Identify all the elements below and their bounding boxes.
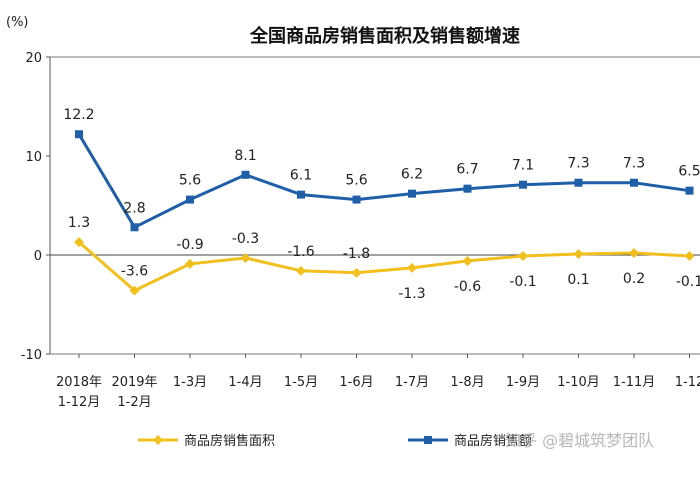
chart-title: 全国商品房销售面积及销售额增速 <box>249 25 520 47</box>
x-tick-label: 1-12月 <box>58 395 101 410</box>
data-label-area: -0.9 <box>176 237 203 253</box>
data-label-area: 1.3 <box>68 215 90 231</box>
data-label-sales: 8.1 <box>234 148 256 164</box>
x-tick-label: 1-5月 <box>284 375 318 390</box>
watermark-text: 知乎 @碧城筑梦团队 <box>505 431 654 450</box>
y-tick-label: 0 <box>34 249 42 264</box>
x-tick-label: 1-4月 <box>228 375 262 390</box>
data-label-area: -0.6 <box>454 279 481 295</box>
x-tick-label: 1-12 <box>675 375 700 390</box>
data-point-sales <box>630 178 638 187</box>
data-label-sales: 5.6 <box>345 173 367 189</box>
legend-label-area: 商品房销售面积 <box>184 433 275 449</box>
series-line-sales <box>77 133 690 229</box>
y-tick-label: 20 <box>25 51 42 66</box>
x-tick-label: 1-2月 <box>117 395 151 410</box>
x-tick-label: 1-3月 <box>173 375 207 390</box>
data-label-area: -1.6 <box>287 244 314 260</box>
data-point-sales <box>297 190 305 199</box>
data-point-area <box>129 285 140 296</box>
data-point-area <box>684 250 695 261</box>
data-point-sales <box>130 223 139 232</box>
x-tick-label: 1-8月 <box>450 375 484 390</box>
data-point-sales <box>463 184 472 193</box>
data-point-sales <box>519 180 527 189</box>
data-point-area <box>240 252 251 263</box>
legend-item-area: 商品房销售面积 <box>138 433 275 449</box>
x-tick-label: 1-11月 <box>613 375 656 390</box>
data-point-area <box>74 237 84 248</box>
data-label-area: 0.1 <box>567 272 589 288</box>
legend-marker-area <box>153 435 163 445</box>
x-tick-label: 1-9月 <box>506 375 540 390</box>
series-layer: 1.3 -3.6 -0.9 -0.3 -1.6 -1.8 -1.3 -0.6 -0.1 0.1 0.… <box>63 107 700 302</box>
data-label-sales: 12.2 <box>63 107 94 123</box>
data-point-sales <box>241 170 250 179</box>
y-tick-label: 10 <box>25 150 42 165</box>
series-line-area <box>78 240 690 293</box>
data-point-area <box>407 262 417 273</box>
series-sales: 12.2 2.8 5.6 8.1 6.1 5.6 6.2 6.7 7.1 7.3 7.3 6.5 <box>63 107 700 232</box>
x-tick-label: 2018年 <box>56 375 102 390</box>
data-label-area: -0.1 <box>509 274 536 290</box>
x-tick-label: 1-7月 <box>395 375 429 390</box>
data-label-sales: 7.3 <box>567 156 589 172</box>
legend-marker-sales <box>424 436 432 444</box>
data-point-sales <box>685 186 694 195</box>
data-point-sales <box>408 189 416 198</box>
x-tick-label: 2019年 <box>111 375 157 390</box>
data-label-area: 0.2 <box>623 271 645 287</box>
y-tick-label: -10 <box>21 348 42 363</box>
series-area: 1.3 -3.6 -0.9 -0.3 -1.6 -1.8 -1.3 -0.6 -0.1 0.1 0.… <box>68 215 700 302</box>
data-label-sales: 6.7 <box>456 162 478 178</box>
y-axis-unit-label: (%) <box>6 15 29 30</box>
data-label-area: -1.8 <box>343 246 370 262</box>
legend-label-sales: 商品房销售额 <box>454 433 532 449</box>
data-point-sales <box>352 195 361 204</box>
data-label-sales: 2.8 <box>123 200 145 216</box>
data-point-area <box>462 255 473 266</box>
data-point-area <box>629 248 639 259</box>
data-point-area <box>518 250 528 261</box>
data-point-sales <box>186 195 194 204</box>
data-label-sales: 6.5 <box>678 164 700 180</box>
x-tick-label: 1-10月 <box>557 375 600 390</box>
legend: 商品房销售面积 商品房销售额 <box>138 433 532 449</box>
data-point-sales <box>574 178 583 187</box>
data-label-sales: 6.1 <box>290 168 312 184</box>
data-point-area <box>185 258 195 269</box>
data-label-sales: 6.2 <box>401 167 423 183</box>
data-label-area: -0.3 <box>232 231 259 247</box>
data-label-sales: 7.3 <box>623 156 645 172</box>
data-point-sales <box>75 130 83 139</box>
data-point-area <box>296 265 306 276</box>
data-label-area: -1.3 <box>398 286 425 302</box>
data-label-sales: 7.1 <box>512 158 534 174</box>
chart-axes: 20 10 0 -10 2018年 1-12月 2019年 1-2月 1-3月 1-4月 1-5月 1… <box>21 51 700 410</box>
data-label-sales: 5.6 <box>179 173 201 189</box>
data-point-area <box>573 249 584 260</box>
x-tick-label: 1-6月 <box>339 375 373 390</box>
data-label-area: -3.6 <box>121 264 148 280</box>
data-point-area <box>351 267 362 278</box>
data-label-area: -0.1 <box>676 274 700 290</box>
legend-item-sales: 商品房销售额 <box>408 433 532 449</box>
